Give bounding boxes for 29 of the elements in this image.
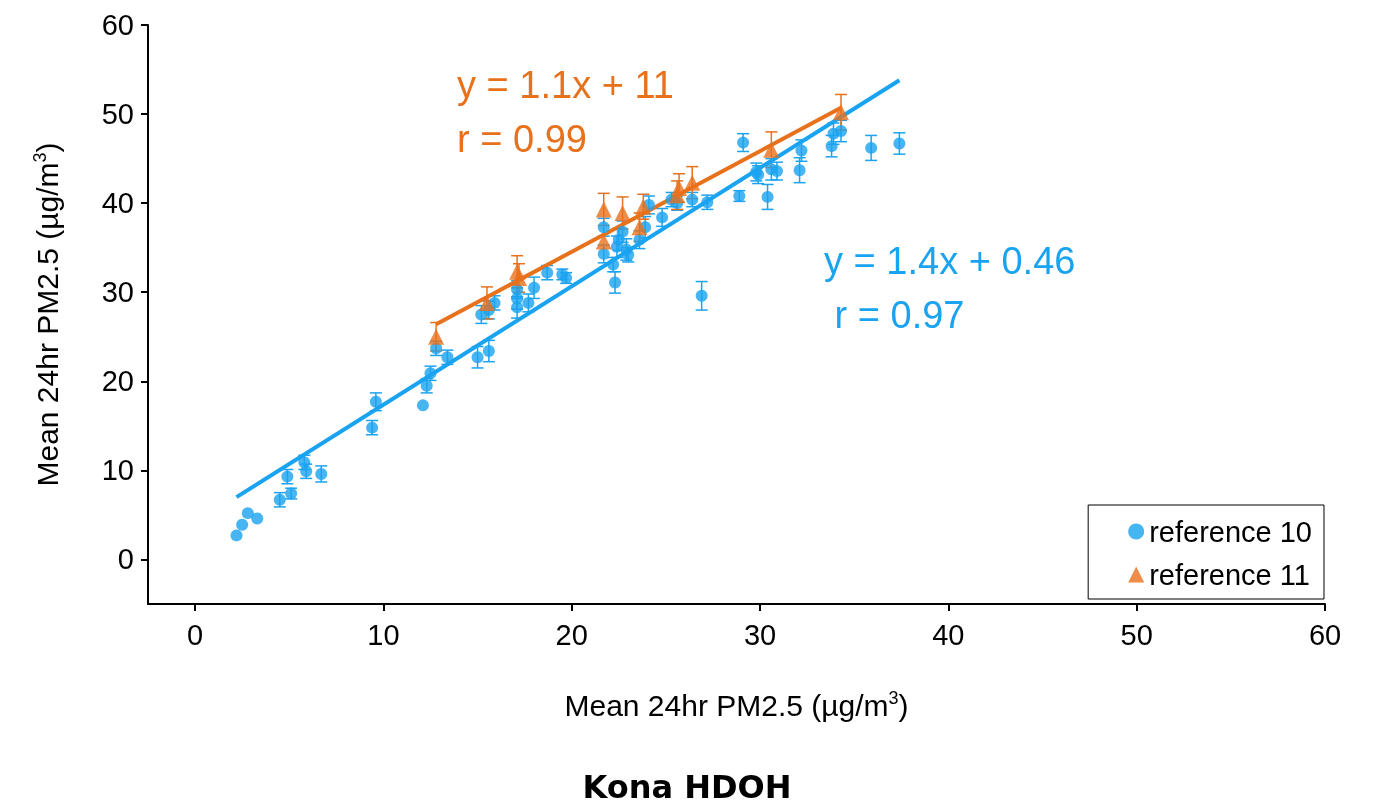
x-tick-label: 30 — [743, 618, 777, 651]
legend-label: reference 11 — [1149, 558, 1310, 591]
point — [595, 201, 612, 218]
y-axis-title: Mean 24hr PM2.5 (µg/m3) — [30, 142, 64, 487]
point — [428, 328, 445, 345]
y-tick-label: 30 — [101, 276, 134, 309]
y-tick-label: 0 — [117, 543, 134, 576]
point — [614, 204, 631, 221]
text: Kona HDOH — [582, 768, 792, 806]
point — [631, 219, 648, 236]
point — [684, 174, 701, 191]
point — [510, 269, 527, 286]
point — [671, 180, 688, 197]
y-tick-label: 60 — [101, 9, 134, 41]
x-tick-label: 0 — [187, 618, 204, 651]
annotation: y = 1.4x + 0.46 r = 0.97 — [824, 240, 1076, 336]
point — [763, 141, 780, 158]
x-tick-label: 10 — [367, 618, 400, 651]
y-tick-label: 50 — [101, 98, 134, 131]
x-tick-label: 50 — [1120, 618, 1153, 651]
point — [635, 198, 652, 215]
x-tick-label: 40 — [932, 618, 965, 651]
annotation: y = 1.1x + 11 r = 0.99 — [457, 64, 674, 160]
x-tick-label: 20 — [555, 618, 588, 651]
y-tick-label: 20 — [101, 365, 134, 398]
legend-label: reference 10 — [1149, 515, 1312, 548]
y-tick-label: 10 — [101, 454, 134, 487]
x-tick-label: 60 — [1308, 618, 1342, 651]
y-tick-label: 40 — [101, 187, 134, 220]
